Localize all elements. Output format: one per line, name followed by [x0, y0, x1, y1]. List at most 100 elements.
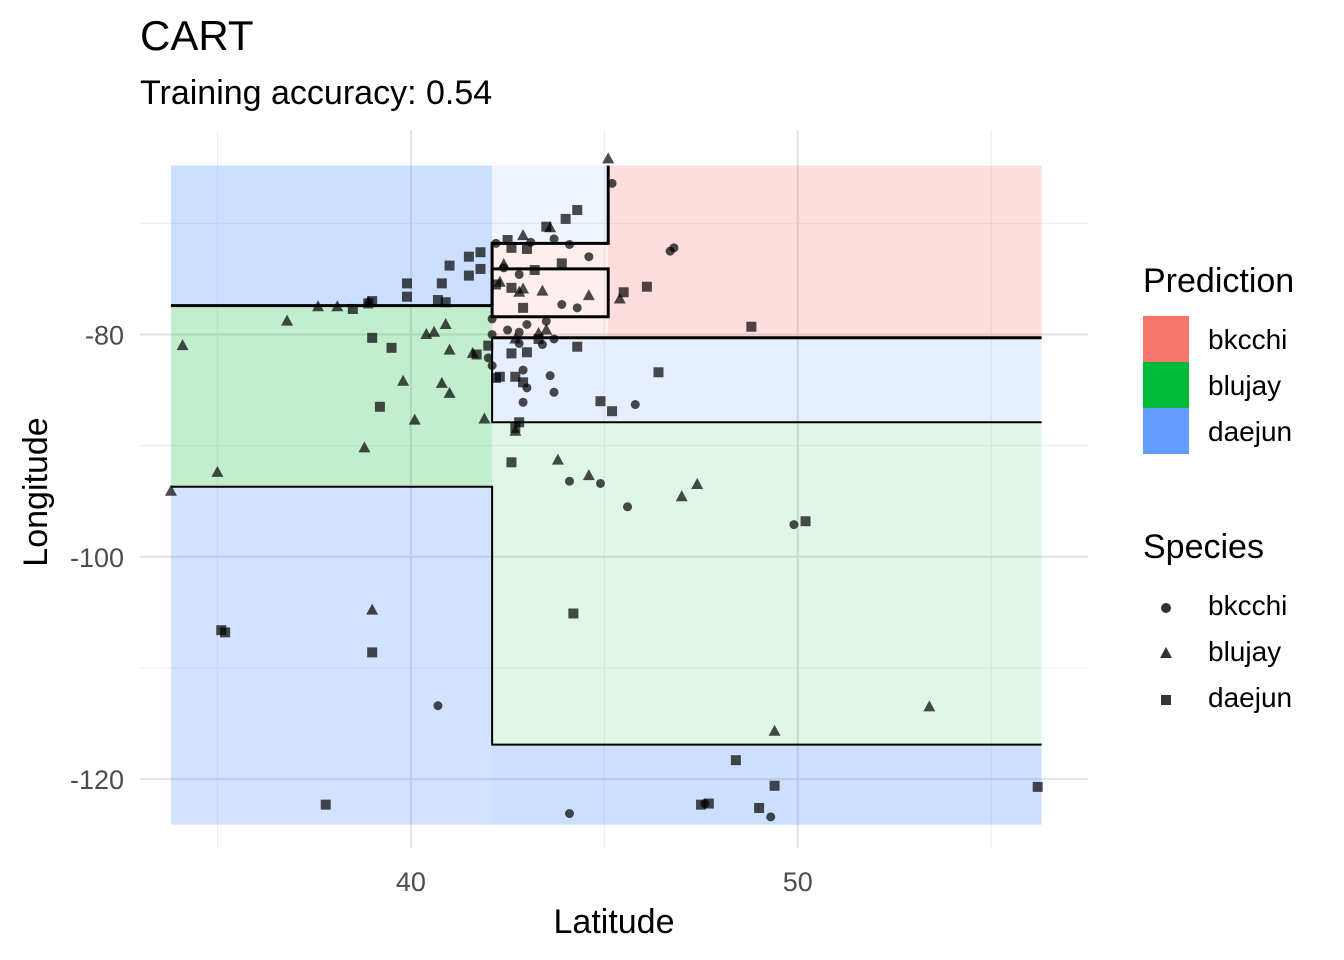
point-daejun: [800, 516, 811, 527]
point-daejun: [436, 278, 447, 289]
point-blujay: [768, 724, 781, 736]
point-daejun: [320, 799, 331, 810]
point-bkcchi: [565, 239, 575, 249]
point-bkcchi: [549, 387, 559, 397]
point-blujay: [582, 289, 595, 301]
point-bkcchi: [595, 478, 605, 488]
point-bkcchi: [545, 371, 555, 381]
point-blujay: [540, 323, 553, 335]
point-bkcchi: [630, 400, 640, 410]
point-bkcchi: [549, 334, 559, 344]
point-blujay: [497, 257, 510, 269]
legend-label-bkcchi: bkcchi: [1208, 324, 1288, 355]
point-daejun: [560, 213, 571, 224]
point-bkcchi: [491, 238, 501, 248]
region-daejun: [492, 337, 1042, 423]
region-blujay: [492, 422, 1042, 745]
point-daejun: [703, 798, 714, 809]
point-daejun: [541, 221, 552, 232]
legend-label-species-blujay: blujay: [1208, 636, 1282, 667]
point-bkcchi: [565, 476, 575, 486]
point-daejun: [510, 371, 521, 382]
point-daejun: [347, 303, 358, 314]
species-legend-title: Species: [1143, 528, 1264, 566]
point-blujay: [439, 318, 452, 330]
point-bkcchi: [483, 353, 493, 363]
point-bkcchi: [565, 809, 575, 819]
point-blujay: [366, 603, 379, 615]
minor-grid: [140, 130, 1088, 848]
point-blujay: [281, 314, 294, 326]
point-bkcchi: [766, 812, 776, 822]
point-bkcchi: [541, 316, 551, 326]
point-blujay: [478, 412, 491, 424]
point-daejun: [401, 291, 412, 302]
point-bkcchi: [665, 246, 675, 256]
prediction-regions: [170, 165, 1042, 825]
point-daejun: [754, 802, 765, 813]
point-daejun: [220, 627, 231, 638]
x-tick-label: 50: [783, 867, 813, 897]
chart-title: CART: [140, 12, 254, 59]
point-daejun: [494, 371, 505, 382]
point-daejun: [1032, 781, 1043, 792]
point-blujay: [536, 284, 549, 296]
point-blujay: [675, 490, 688, 502]
point-bkcchi: [572, 303, 582, 313]
x-axis-label: Latitude: [554, 903, 675, 941]
point-daejun: [463, 251, 474, 262]
point-daejun: [595, 396, 606, 407]
region-blujay: [170, 305, 493, 487]
point-bkcchi: [487, 314, 497, 324]
major-grid: [140, 130, 1088, 848]
point-daejun: [572, 205, 583, 216]
legend-swatch-daejun: [1143, 408, 1189, 454]
point-bkcchi: [503, 325, 513, 335]
point-daejun: [471, 349, 482, 360]
point-daejun: [367, 296, 378, 307]
point-daejun: [521, 347, 532, 358]
point-daejun: [506, 282, 517, 293]
point-daejun: [769, 780, 780, 791]
point-daejun: [367, 647, 378, 658]
point-daejun: [607, 406, 618, 417]
y-axis-label: Longitude: [17, 417, 55, 566]
point-blujay: [443, 343, 456, 355]
point-bkcchi: [549, 234, 559, 244]
point-blujay: [164, 484, 177, 496]
point-daejun: [490, 279, 501, 290]
point-daejun: [475, 247, 486, 258]
legend-label-daejun: daejun: [1208, 416, 1293, 447]
boundary-line: [490, 267, 610, 319]
point-bkcchi: [487, 330, 497, 340]
point-bkcchi: [623, 502, 633, 512]
point-bkcchi: [522, 320, 532, 330]
point-daejun: [556, 258, 567, 269]
point-daejun: [618, 287, 629, 298]
point-blujay: [408, 413, 421, 425]
point-daejun: [506, 457, 517, 468]
point-bkcchi: [518, 397, 528, 407]
point-daejun: [367, 332, 378, 343]
y-tick-label: -100: [70, 543, 124, 573]
point-daejun: [529, 265, 540, 276]
point-daejun: [568, 608, 579, 619]
point-daejun: [475, 263, 486, 274]
data-points: [164, 152, 1043, 822]
legend-label-blujay: blujay: [1208, 370, 1282, 401]
point-blujay: [551, 453, 564, 465]
point-daejun: [572, 341, 583, 352]
point-bkcchi: [518, 365, 528, 375]
axis-ticks: 40 50 -80 -100 -120: [70, 321, 813, 897]
point-blujay: [435, 376, 448, 388]
legend-swatch-bkcchi: [1143, 316, 1189, 362]
point-blujay: [311, 300, 324, 312]
point-daejun: [518, 302, 529, 313]
point-daejun: [432, 295, 443, 306]
point-daejun: [641, 281, 652, 292]
legend-label-species-bkcchi: bkcchi: [1208, 590, 1288, 621]
point-blujay: [602, 152, 615, 164]
point-blujay: [517, 229, 530, 241]
point-daejun: [502, 235, 513, 246]
